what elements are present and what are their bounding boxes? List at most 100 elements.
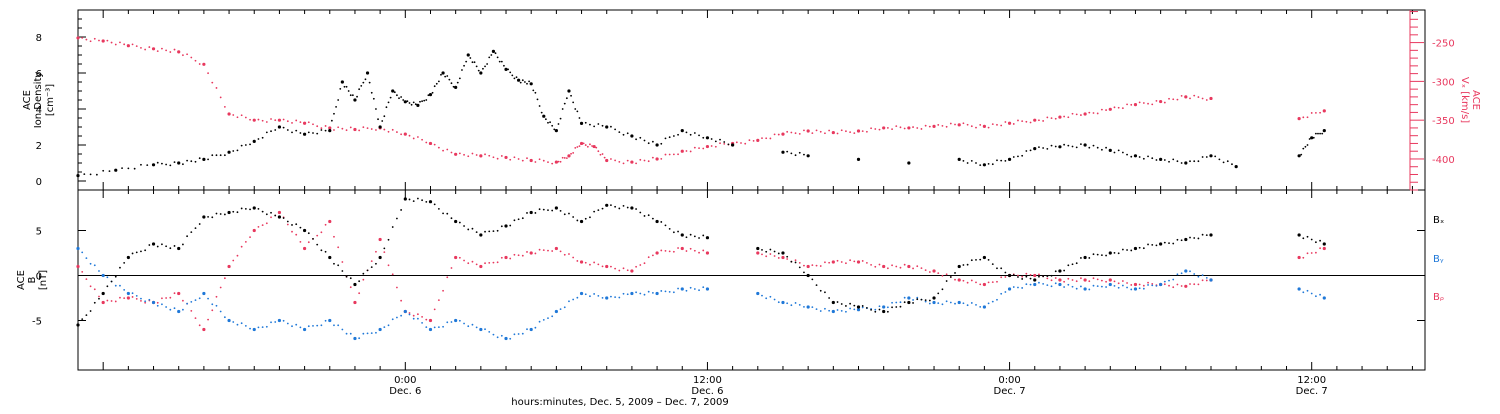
- vx-point-fill: [140, 46, 142, 49]
- density-point: [1083, 143, 1087, 147]
- bx-point-fill: [375, 262, 377, 265]
- density-point-fill: [524, 81, 526, 83]
- density-point-fill: [1163, 159, 1166, 161]
- bx-point: [705, 236, 710, 240]
- vx-point-fill: [165, 49, 168, 52]
- by-point-fill: [274, 321, 277, 323]
- vx-point-fill: [635, 162, 638, 165]
- bz-point-fill: [341, 261, 344, 263]
- by-point-fill: [1310, 292, 1313, 295]
- bx-point-fill: [106, 285, 109, 288]
- bz-point-fill: [257, 226, 260, 228]
- by-point: [202, 291, 206, 296]
- bx-point: [1322, 242, 1326, 246]
- density-point-fill: [488, 56, 491, 59]
- vx-point: [630, 160, 634, 164]
- bx-point-fill: [1092, 253, 1095, 256]
- density-point: [856, 157, 861, 161]
- bz-point-fill: [437, 299, 440, 301]
- bz-point-fill: [467, 262, 470, 265]
- density-point-fill: [312, 132, 314, 134]
- bz-point-fill: [1147, 281, 1149, 284]
- bz-point-fill: [492, 261, 495, 264]
- by-point-fill: [425, 326, 428, 328]
- density-point-fill: [486, 63, 489, 65]
- bz-point-fill: [500, 256, 503, 259]
- bx-point-fill: [672, 231, 675, 234]
- bz-point: [982, 282, 986, 287]
- density-point-fill: [534, 91, 537, 94]
- density-point-fill: [540, 111, 543, 114]
- bx-point-fill: [1021, 278, 1024, 280]
- bz-point-fill: [991, 281, 994, 283]
- by-point-fill: [891, 301, 893, 304]
- bx-point: [781, 251, 785, 255]
- bz-point: [454, 255, 458, 260]
- by-point: [302, 327, 307, 332]
- by-point-fill: [333, 324, 335, 327]
- top-right-ytick-label: -400: [1432, 155, 1455, 166]
- bx-point-fill: [1193, 237, 1196, 239]
- vx-point-fill: [534, 161, 537, 163]
- vx-point-fill: [1096, 112, 1099, 115]
- bz-point-fill: [1025, 272, 1028, 275]
- density-point: [1184, 161, 1188, 165]
- top-right-ytick-label: -250: [1432, 39, 1455, 50]
- bz-point-fill: [1071, 279, 1074, 281]
- vx-point: [1108, 107, 1112, 111]
- bx-point-fill: [1314, 241, 1317, 244]
- vx-point-fill: [207, 72, 209, 75]
- vx-point-fill: [689, 150, 692, 153]
- vx-point-fill: [599, 153, 602, 156]
- bx-point: [856, 305, 861, 309]
- vx-point: [1209, 96, 1213, 101]
- bx-point: [630, 206, 634, 210]
- bz-point-fill: [1029, 274, 1032, 276]
- bz-point-fill: [316, 234, 319, 237]
- vx-point-fill: [215, 87, 218, 89]
- density-point-fill: [339, 88, 342, 90]
- bx-point: [1083, 255, 1087, 260]
- density-point-fill: [1201, 156, 1204, 158]
- by-point-fill: [198, 297, 201, 300]
- bz-point-fill: [1172, 286, 1175, 289]
- bx-point-fill: [798, 266, 801, 269]
- by-point-fill: [1088, 288, 1091, 291]
- bz-point: [756, 251, 760, 255]
- vx-point: [252, 118, 256, 122]
- bx-point-fill: [270, 211, 272, 214]
- bz-point-fill: [647, 256, 650, 259]
- bx-point-fill: [475, 231, 478, 234]
- bx-point-fill: [362, 272, 365, 275]
- density-point-fill: [515, 76, 518, 79]
- vx-point-fill: [626, 159, 629, 162]
- bz-point-fill: [1105, 280, 1107, 283]
- vx-point: [302, 121, 307, 125]
- bx-point-fill: [647, 214, 650, 217]
- by-point-fill: [970, 302, 973, 304]
- bx-point: [202, 215, 206, 219]
- density-point-fill: [1197, 160, 1200, 163]
- by-point: [554, 309, 558, 314]
- vx-point-fill: [1138, 101, 1141, 104]
- bottom-left-ylabel-line2: B: [27, 276, 38, 283]
- by-point-fill: [270, 321, 272, 324]
- vx-point-fill: [1042, 120, 1045, 122]
- bz-point-fill: [261, 224, 264, 227]
- vx-point-fill: [446, 148, 449, 151]
- density-point-fill: [786, 150, 789, 153]
- density-point-fill: [482, 67, 484, 70]
- bx-point: [428, 200, 433, 204]
- density-point-fill: [400, 96, 403, 98]
- by-point-fill: [534, 326, 537, 329]
- by-point-fill: [693, 288, 696, 290]
- bz-point-fill: [1100, 279, 1103, 282]
- bx-point: [252, 206, 256, 210]
- bx-point-fill: [509, 224, 512, 227]
- density-point-fill: [651, 140, 654, 143]
- bz-point-fill: [660, 249, 663, 252]
- density-point-fill: [450, 82, 453, 85]
- bz-point-fill: [685, 250, 688, 252]
- density-point-fill: [484, 65, 486, 68]
- by-point-fill: [861, 306, 864, 309]
